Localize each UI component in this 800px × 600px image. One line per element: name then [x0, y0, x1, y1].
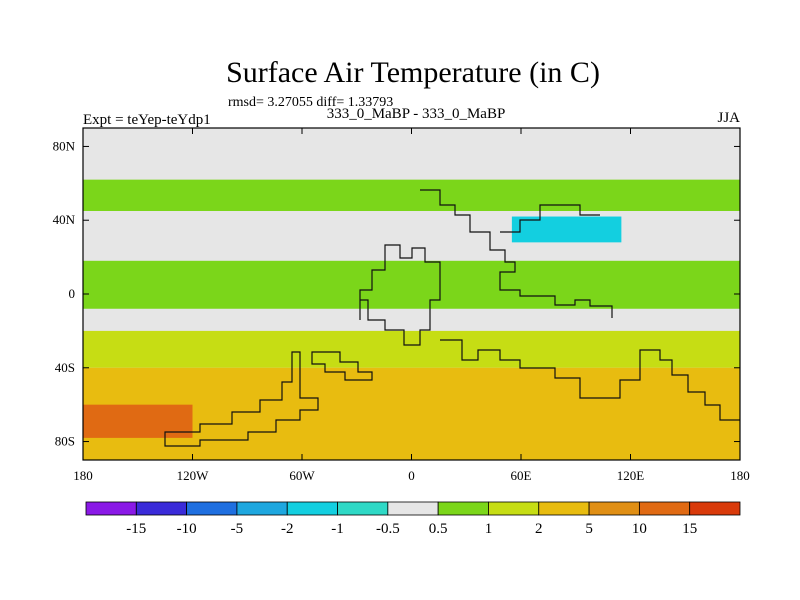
colorbar-label: -10 — [177, 521, 197, 537]
field-region-asian-cool-patch — [511, 216, 622, 243]
y-tick-label: 40S — [55, 360, 75, 375]
colorbar-label: -5 — [231, 521, 244, 537]
colorbar-box — [85, 501, 137, 516]
season-label: JJA — [717, 110, 740, 126]
x-tick-label: 180 — [73, 468, 93, 483]
x-tick-label: 60W — [289, 468, 315, 483]
colorbar-box — [638, 501, 691, 516]
colorbar-box — [135, 501, 188, 516]
colorbar-label: -0.5 — [376, 521, 400, 537]
colorbar-box — [337, 501, 389, 516]
colorbar-box — [588, 501, 640, 516]
x-tick-label: 120E — [617, 468, 645, 483]
y-tick-label: 80N — [53, 138, 76, 153]
colorbar-label: 15 — [682, 521, 697, 537]
colorbar: -15 -10 -5 -2 -1 -0.5 0.5 1 2 5 10 15 — [85, 501, 741, 537]
coastline-southern-peninsula — [311, 351, 373, 381]
x-tick-label: 180 — [730, 468, 750, 483]
colorbar-label: 2 — [535, 521, 543, 537]
coastline-west-antarctic — [164, 351, 319, 447]
colorbar-label: 1 — [485, 521, 493, 537]
colorbar-label: 5 — [585, 521, 593, 537]
chart-title: Surface Air Temperature (in C) — [226, 56, 600, 89]
colorbar-label: -2 — [281, 521, 294, 537]
colorbar-box — [437, 501, 489, 516]
colorbar-label: -15 — [126, 521, 146, 537]
field-region-tropical-band — [83, 260, 740, 309]
x-tick-label: 120W — [177, 468, 210, 483]
stats-text: rmsd= 3.27055 diff= 1.33793 — [228, 95, 394, 110]
colorbar-label: 10 — [632, 521, 647, 537]
field-region-southern-high-west — [83, 404, 193, 438]
colorbar-box — [488, 501, 540, 516]
field-region-north-band — [83, 179, 740, 211]
coastline-east-outline — [500, 204, 600, 233]
x-axis: 180 120W 60W 0 60E 120E 180 — [73, 128, 750, 483]
colorbar-box — [689, 501, 741, 516]
coastline-south — [440, 339, 740, 421]
comparison-label: 333_0_MaBP - 333_0_MaBP — [326, 106, 506, 122]
x-tick-label: 60E — [511, 468, 532, 483]
y-tick-label: 80S — [55, 434, 75, 449]
colorbar-label: -1 — [331, 521, 344, 537]
colorbar-box — [186, 501, 238, 516]
colorbar-box — [387, 501, 439, 516]
colorbar-label: 0.5 — [429, 521, 448, 537]
colorbar-box — [236, 501, 288, 516]
field-layer — [83, 179, 740, 460]
y-tick-label: 0 — [69, 286, 76, 301]
x-tick-label: 0 — [408, 468, 415, 483]
y-tick-label: 40N — [53, 212, 76, 227]
coastline-americas — [359, 244, 441, 346]
coastline-layer — [164, 189, 740, 447]
coastline-africa-europe — [420, 189, 613, 318]
colorbar-box — [286, 501, 338, 516]
field-region-southern-subtropics — [83, 330, 740, 368]
colorbar-box — [538, 501, 590, 516]
experiment-label: Expt = teYep-teYdp1 — [83, 112, 211, 128]
y-axis: 80N 40N 0 40S 80S — [53, 138, 740, 449]
